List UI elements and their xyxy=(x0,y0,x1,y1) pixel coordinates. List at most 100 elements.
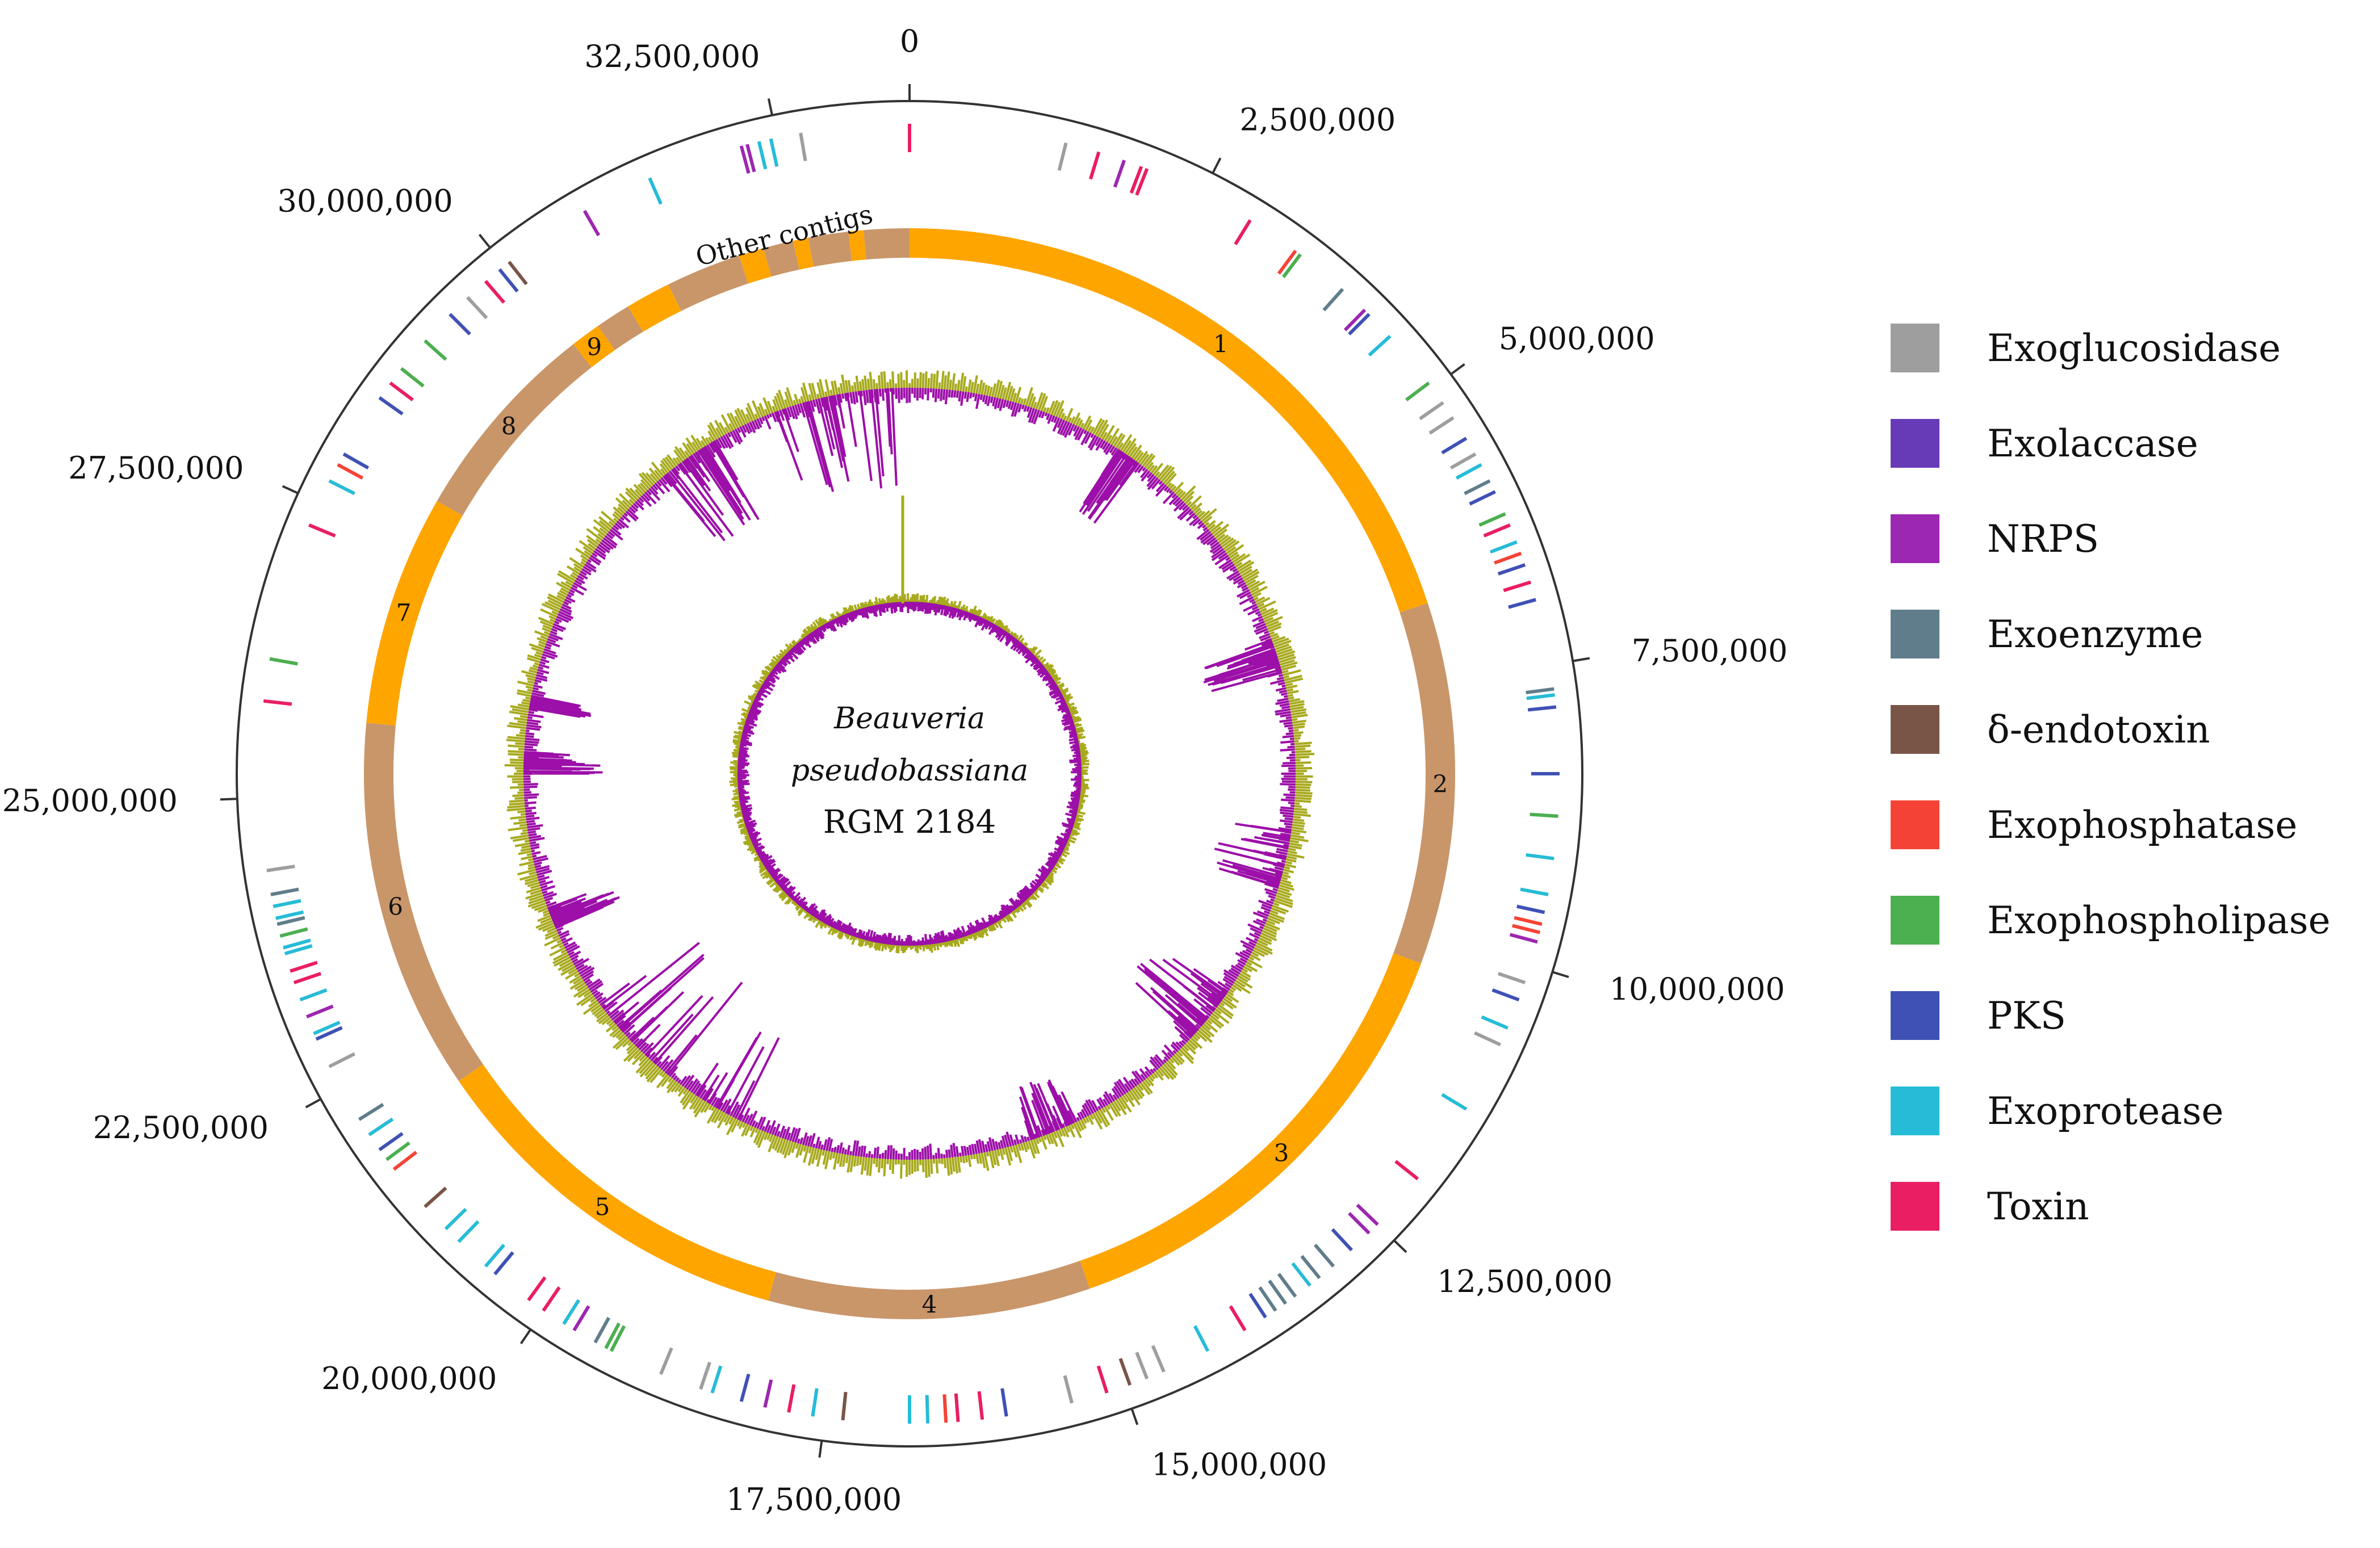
gene-feature-mark xyxy=(275,910,304,920)
legend-label: Exoprotease xyxy=(1987,1089,2224,1133)
tick-mark xyxy=(519,1328,532,1345)
contig-segment xyxy=(628,284,682,332)
gene-feature-mark xyxy=(385,1141,410,1161)
gene-feature-mark xyxy=(1474,1031,1501,1047)
gene-feature-mark xyxy=(1481,1015,1509,1030)
gene-feature-mark xyxy=(337,463,364,480)
gene-feature-mark xyxy=(604,1322,621,1349)
contig-label: 3 xyxy=(1274,1139,1289,1167)
gene-feature-mark xyxy=(787,1384,796,1413)
gene-feature-mark xyxy=(1282,253,1302,278)
tick-label: 32,500,000 xyxy=(584,39,760,74)
legend-label: Exoglucosidase xyxy=(1987,326,2281,370)
gene-feature-mark xyxy=(572,1305,590,1332)
gene-feature-mark xyxy=(484,280,506,304)
legend-label: Exophosphatase xyxy=(1987,803,2297,847)
legend-label: Exophospholipase xyxy=(1987,899,2331,942)
gene-feature-mark xyxy=(400,367,425,388)
gene-feature-mark xyxy=(763,1379,773,1408)
contig-label: 4 xyxy=(922,1290,937,1318)
tick-label: 2,500,000 xyxy=(1239,102,1396,137)
legend-label: PKS xyxy=(1987,994,2066,1038)
gene-feature-mark xyxy=(313,1021,341,1035)
gene-feature-mark xyxy=(1497,563,1526,576)
gene-feature-mark xyxy=(305,1004,334,1019)
tick-label: 30,000,000 xyxy=(278,183,453,219)
gene-feature-mark xyxy=(449,313,471,335)
gene-feature-mark xyxy=(1419,401,1444,421)
contig-segment xyxy=(1393,603,1455,964)
contig-label: 1 xyxy=(1213,330,1229,358)
gene-feature-mark xyxy=(1129,166,1143,194)
contig-segment xyxy=(573,326,615,368)
gene-feature-mark xyxy=(293,972,322,984)
gene-feature-mark xyxy=(1526,693,1555,700)
contig-segment xyxy=(364,723,483,1081)
gene-feature-mark xyxy=(378,1132,404,1152)
gene-feature-mark xyxy=(1000,1388,1008,1417)
gc-spikes xyxy=(523,388,1292,1140)
contig-segment xyxy=(1080,953,1421,1289)
gene-feature-mark xyxy=(1497,972,1526,984)
contig-segment xyxy=(909,228,1428,613)
gene-feature-mark xyxy=(1469,490,1496,506)
legend-swatch xyxy=(1891,1086,1939,1135)
organism-genus: Beauveria xyxy=(833,702,985,736)
contig-segment xyxy=(668,255,749,311)
gene-feature-mark xyxy=(1394,1160,1419,1181)
contig-segment xyxy=(848,230,866,261)
legend-label: Exoenzyme xyxy=(1987,613,2203,656)
gene-feature-mark xyxy=(1300,1255,1321,1279)
gene-feature-mark xyxy=(659,1347,673,1375)
gene-feature-mark xyxy=(1494,551,1522,565)
gene-feature-mark xyxy=(444,1207,467,1231)
gene-feature-mark xyxy=(1248,1293,1267,1319)
gene-feature-mark xyxy=(328,479,355,496)
gene-feature-mark xyxy=(284,944,313,955)
gene-feature-mark xyxy=(699,1361,711,1390)
gene-feature-mark xyxy=(1356,1203,1379,1226)
tick-mark xyxy=(1552,971,1569,979)
tick-label: 15,000,000 xyxy=(1151,1447,1327,1483)
gene-feature-track xyxy=(263,124,1560,1424)
gene-feature-mark xyxy=(1509,933,1538,944)
tick-mark xyxy=(478,233,491,249)
gene-feature-mark xyxy=(799,132,807,161)
contig-segment xyxy=(366,501,463,726)
gene-feature-mark xyxy=(328,1052,355,1068)
gene-feature-mark xyxy=(378,396,404,416)
gene-feature-mark xyxy=(368,1117,394,1136)
gene-feature-mark xyxy=(1514,916,1543,926)
legend-swatch xyxy=(1891,419,1939,468)
tick-mark xyxy=(282,485,299,494)
gene-feature-mark xyxy=(1512,924,1541,934)
gene-feature-mark xyxy=(609,1325,626,1352)
contig-labels: 1 2 3 4 5 6 7 8 9 xyxy=(388,330,1448,1319)
tick-label: 5,000,000 xyxy=(1499,321,1655,356)
tick-mark xyxy=(1572,657,1590,662)
gene-feature-mark xyxy=(841,1391,848,1421)
contig-segment xyxy=(763,241,800,277)
contig-label: 7 xyxy=(396,599,412,627)
gene-feature-mark xyxy=(1193,1325,1210,1352)
gene-feature-mark xyxy=(466,296,488,320)
gene-feature-mark xyxy=(648,177,663,205)
tick-label: 27,500,000 xyxy=(68,450,244,486)
gene-feature-mark xyxy=(1258,1286,1277,1312)
gene-feature-mark xyxy=(484,1244,506,1268)
gene-feature-mark xyxy=(1135,168,1149,196)
legend-label: Toxin xyxy=(1987,1185,2089,1228)
gene-feature-mark xyxy=(1368,334,1392,356)
gene-feature-mark xyxy=(358,1103,384,1121)
gene-feature-mark xyxy=(299,988,328,1002)
gene-feature-mark xyxy=(424,339,447,361)
gene-feature-mark xyxy=(1268,1279,1288,1305)
tick-mark xyxy=(818,1440,823,1458)
contig-segment xyxy=(437,344,592,516)
gene-feature-mark xyxy=(1313,1244,1335,1268)
gene-feature-mark xyxy=(1277,1273,1297,1298)
gene-feature-mark xyxy=(811,1388,819,1417)
gene-feature-mark xyxy=(527,1276,547,1302)
gene-feature-mark xyxy=(739,145,751,174)
gene-feature-mark xyxy=(942,1394,948,1423)
